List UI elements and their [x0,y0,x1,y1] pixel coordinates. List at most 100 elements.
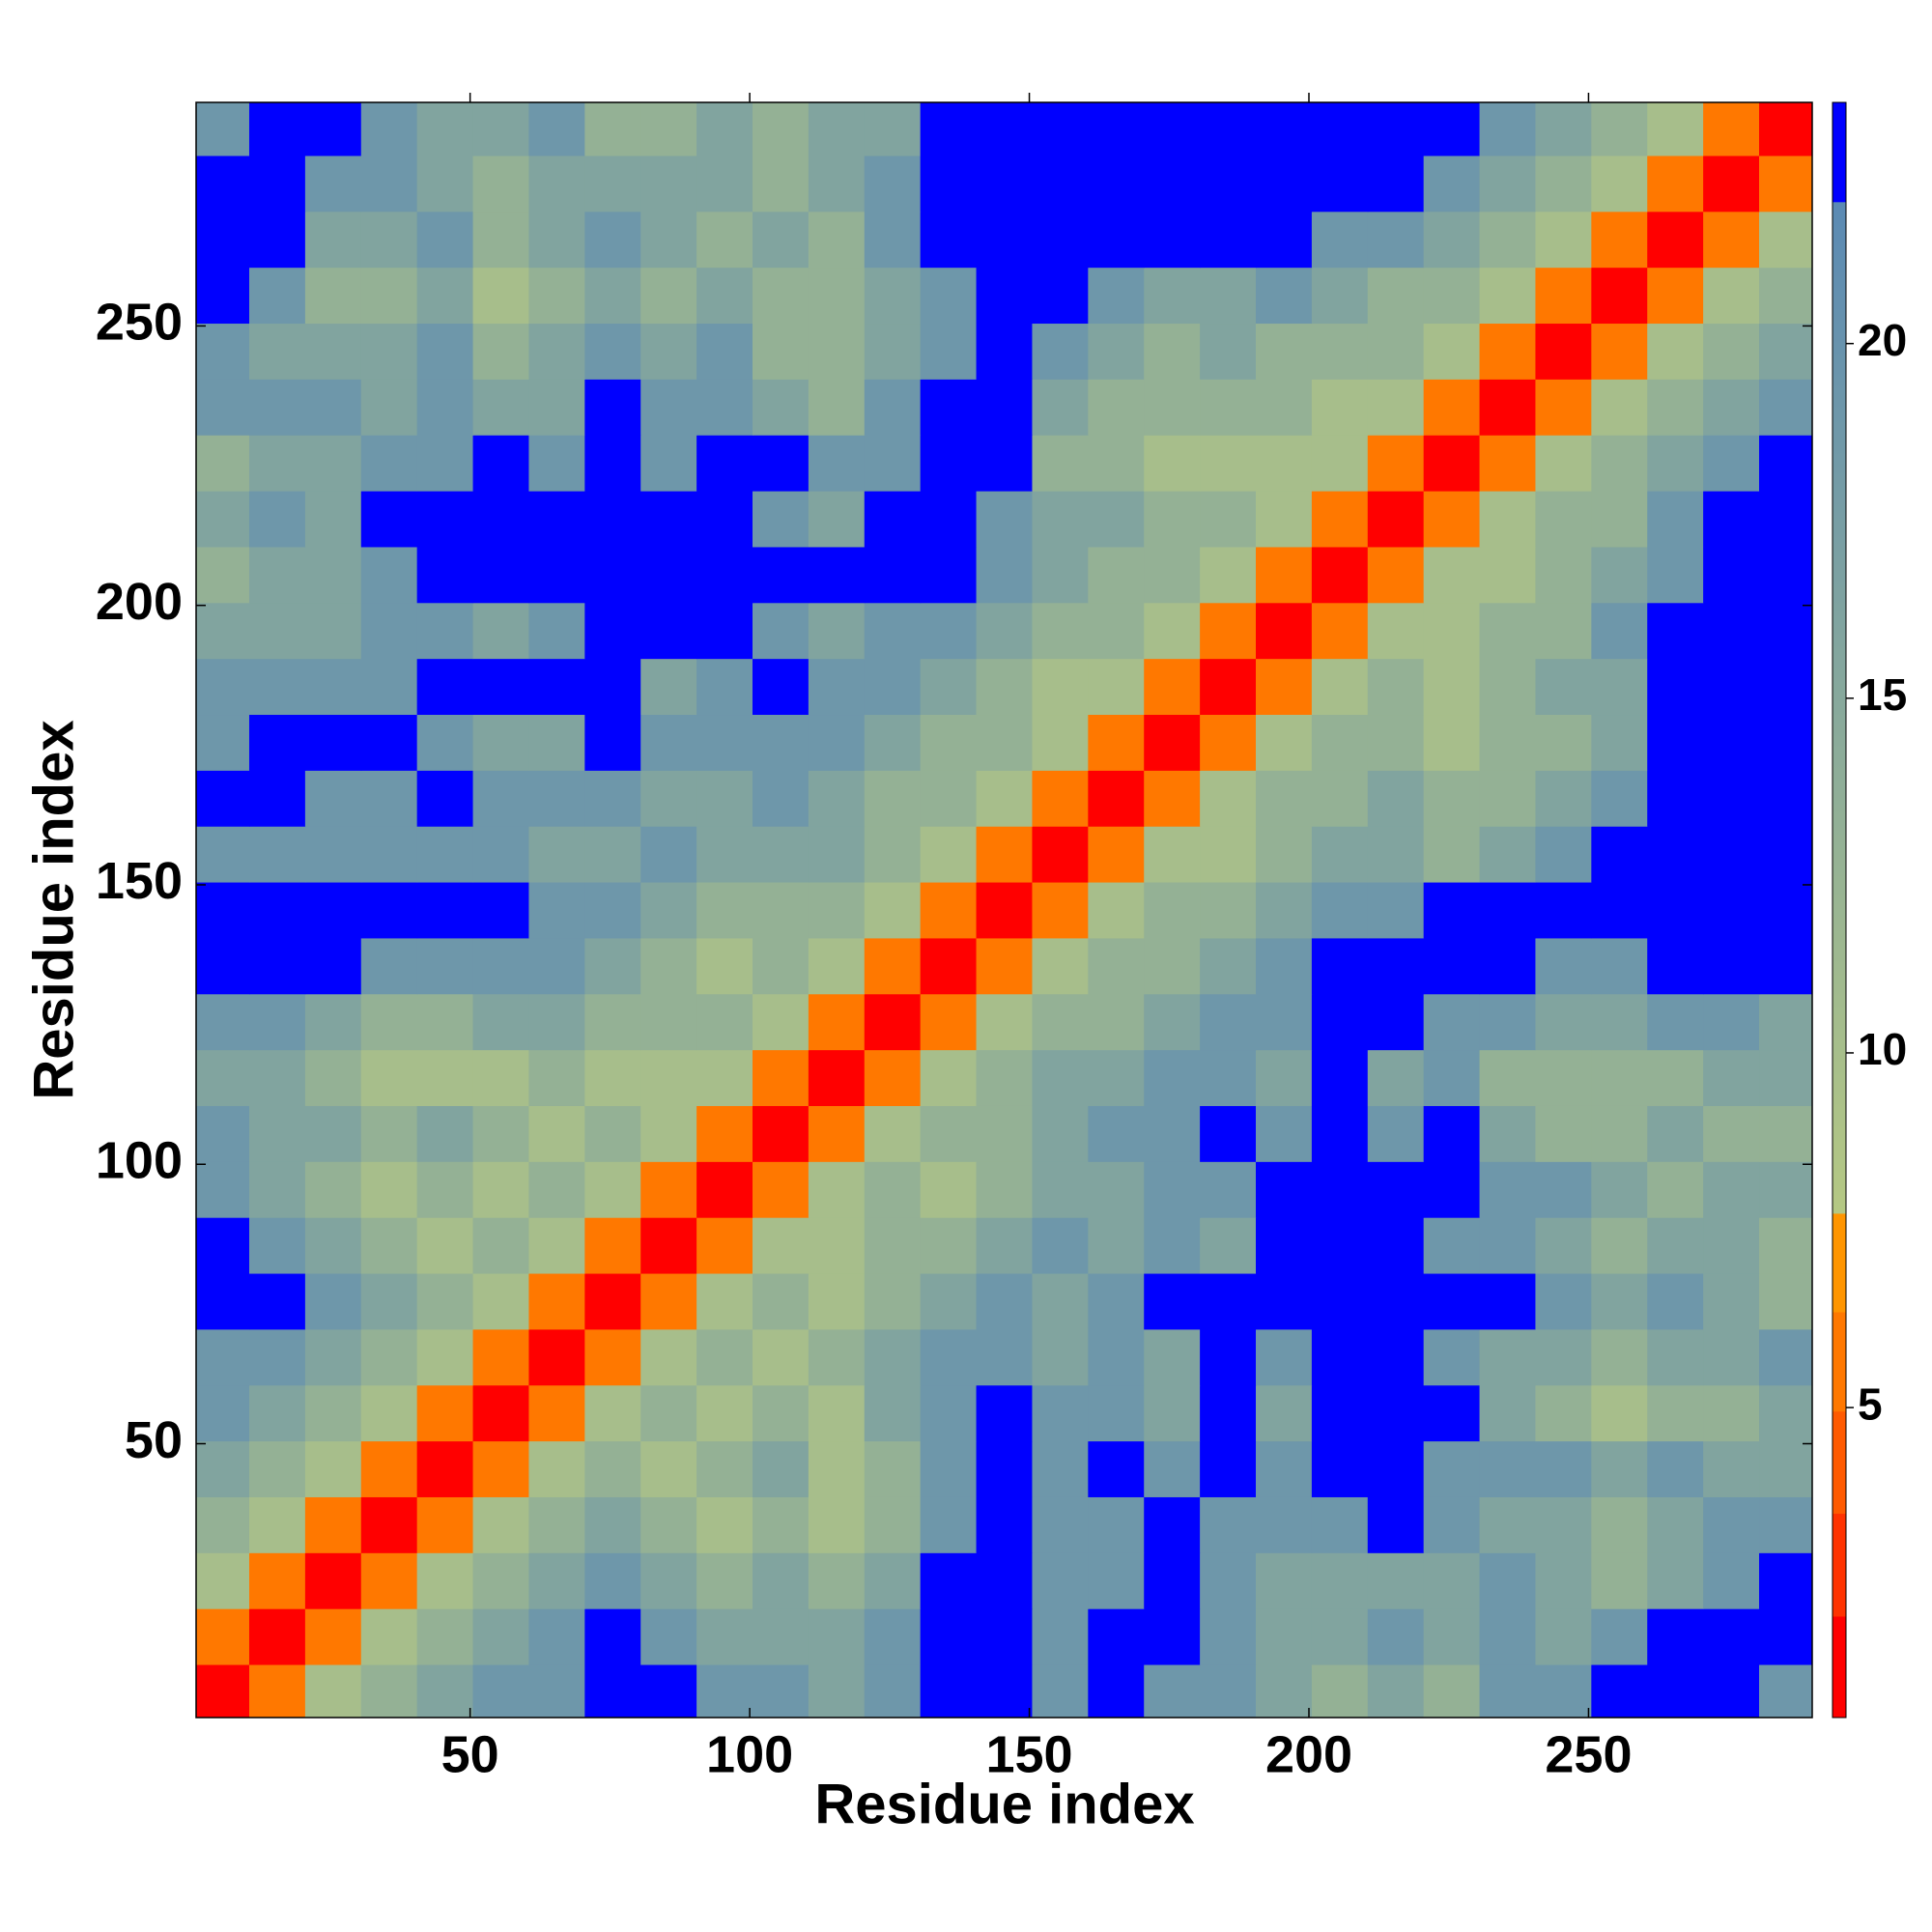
cell [1311,546,1369,604]
cell [1256,546,1313,604]
cell [1535,1217,1592,1274]
cell [304,379,362,436]
cell [696,491,753,548]
cell [196,211,250,269]
cell [1256,658,1313,716]
cell [584,323,641,380]
cell [584,1384,641,1442]
cell [528,937,585,995]
cell [1311,1552,1369,1609]
cell [808,882,866,939]
cell [976,937,1033,995]
cell [1144,1496,1201,1553]
cell [584,379,641,436]
cell [416,714,474,771]
cell [1423,770,1481,827]
cell [1591,993,1648,1051]
cell [584,1496,641,1553]
cell [248,323,306,380]
cell [248,1440,306,1497]
cell [1088,491,1145,548]
cell [1367,1161,1425,1218]
cell [920,1273,978,1330]
cell [1144,267,1201,325]
cell [1535,1105,1592,1162]
cell [808,155,866,213]
cell [696,770,753,827]
cell [640,937,697,995]
cell [1311,435,1369,492]
cell [1479,102,1536,156]
cell [696,1440,753,1497]
cell [248,1049,306,1106]
cell [1311,1328,1369,1386]
cell [1367,1049,1425,1106]
cell [1088,1161,1145,1218]
cell [1088,1664,1145,1719]
cell [1423,1328,1481,1386]
cell [1256,1664,1313,1719]
cell [1479,379,1536,436]
cell [976,546,1033,604]
cell [808,602,866,660]
cell [1703,602,1760,660]
cell [1535,714,1592,771]
cell [1759,1496,1813,1553]
cell [1367,602,1425,660]
cell [640,1105,697,1162]
cell [752,770,810,827]
cell [528,323,585,380]
cell [1256,770,1313,827]
cell [1535,102,1592,156]
cell [1032,323,1089,380]
cell [752,714,810,771]
cell [528,211,585,269]
cell [1759,491,1813,548]
cell [976,993,1033,1051]
cell [1032,714,1089,771]
cell [248,1496,306,1553]
cell [1535,1552,1592,1609]
cell [416,1496,474,1553]
cell [528,1384,585,1442]
cell [920,102,978,156]
cell [528,826,585,883]
cell [752,602,810,660]
cell [1200,546,1257,604]
cell [640,379,697,436]
cell [248,1552,306,1609]
cell [1647,602,1704,660]
cell [1032,1608,1089,1665]
cell [1367,491,1425,548]
cell [416,1161,474,1218]
cell [1591,1440,1648,1497]
cell [1311,714,1369,771]
cell [1591,102,1648,156]
cell [808,1552,866,1609]
cell [1703,658,1760,716]
cell [864,714,922,771]
cell [752,937,810,995]
cell [1535,155,1592,213]
cell [248,102,306,156]
cell [864,267,922,325]
cell [472,1161,529,1218]
cell [1200,1105,1257,1162]
cell [1759,1105,1813,1162]
cell [1647,323,1704,380]
cell [976,1496,1033,1553]
cell [1535,826,1592,883]
cell [1647,155,1704,213]
cell [1759,323,1813,380]
cell [752,1161,810,1218]
cell [1144,882,1201,939]
cell [584,937,641,995]
cell [1200,602,1257,660]
x-tick-label: 200 [1265,1725,1352,1783]
cell [1479,1049,1536,1106]
cell [248,379,306,436]
cell [360,102,418,156]
cell [1088,1496,1145,1553]
cell [472,714,529,771]
cell [976,379,1033,436]
